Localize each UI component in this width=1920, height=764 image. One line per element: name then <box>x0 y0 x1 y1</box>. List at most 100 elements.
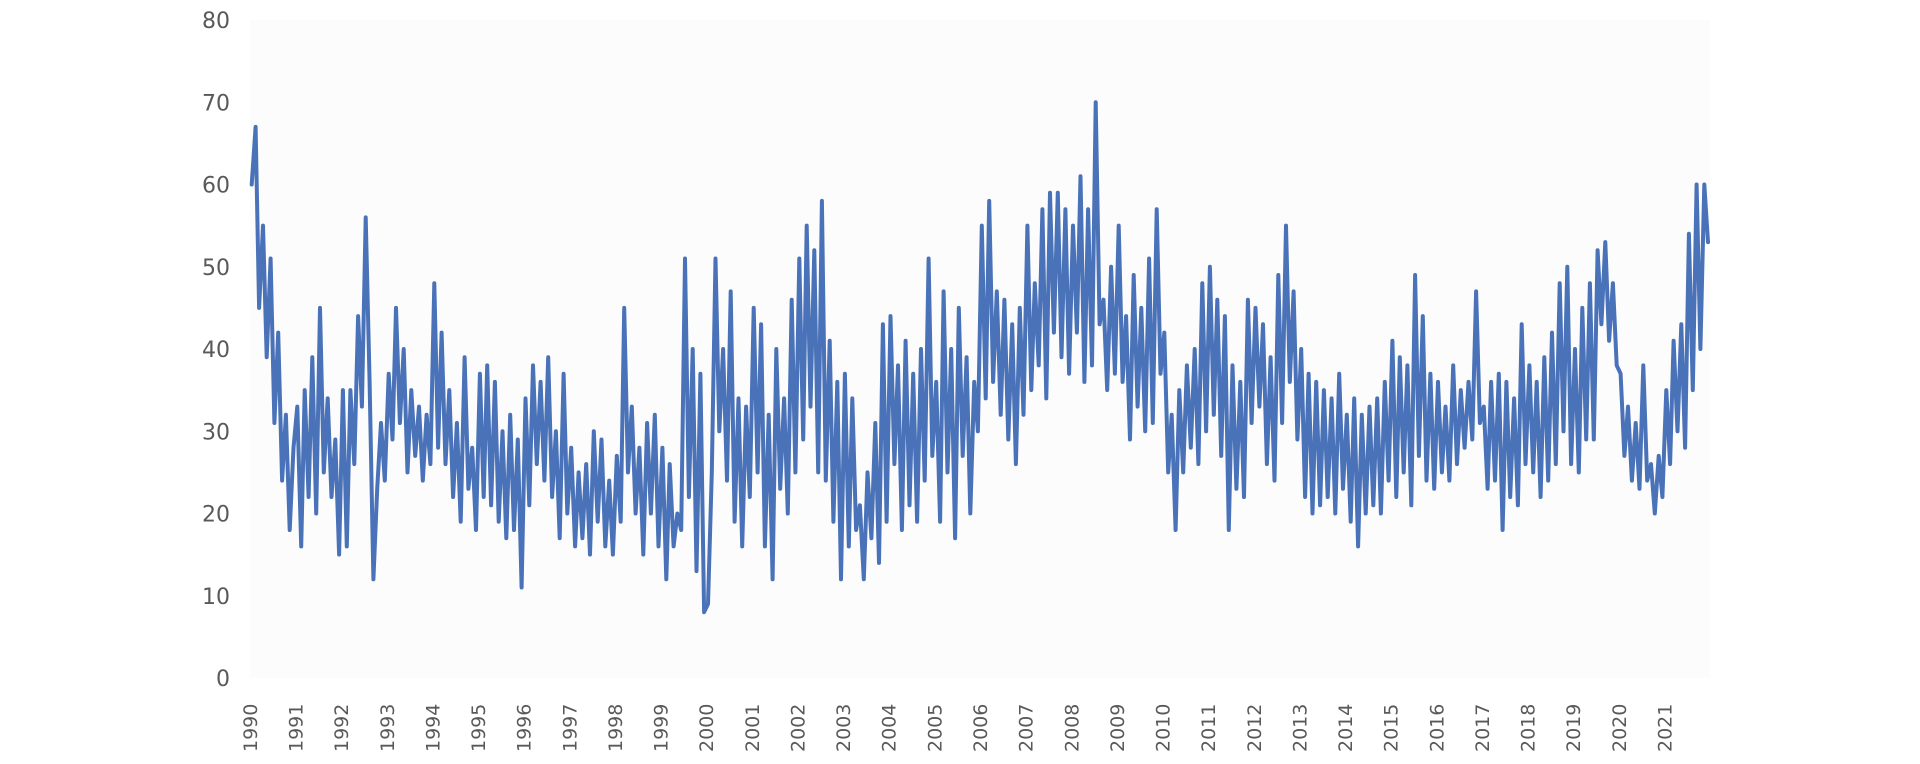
data-point <box>729 289 733 293</box>
data-point <box>1698 347 1702 351</box>
data-point <box>1139 306 1143 310</box>
data-point <box>1311 512 1314 515</box>
data-point <box>615 454 619 458</box>
data-point <box>1189 446 1193 450</box>
y-tick-label: 50 <box>202 256 230 281</box>
data-point <box>801 438 805 441</box>
data-point <box>1075 331 1079 335</box>
data-point <box>1079 174 1082 178</box>
data-point <box>1676 429 1679 433</box>
data-point <box>451 495 455 499</box>
y-tick-label: 20 <box>202 503 230 528</box>
x-tick-label: 2018 <box>1518 704 1540 752</box>
data-point <box>889 314 892 318</box>
data-point <box>938 520 942 524</box>
data-point <box>664 577 668 581</box>
data-point <box>493 380 497 384</box>
data-point <box>1387 479 1391 483</box>
x-tick-label: 2010 <box>1153 704 1175 752</box>
data-point <box>603 544 607 548</box>
data-point <box>965 355 969 359</box>
data-point <box>402 347 406 351</box>
data-point <box>269 257 273 260</box>
data-point <box>1702 183 1706 186</box>
data-point <box>702 610 706 614</box>
data-point <box>1603 240 1607 244</box>
data-point <box>733 520 737 524</box>
data-point <box>911 372 915 376</box>
data-point <box>1687 232 1691 236</box>
data-point <box>820 199 824 203</box>
data-point <box>1128 438 1132 441</box>
data-point <box>565 512 569 515</box>
data-point <box>1497 372 1501 376</box>
x-tick-label: 2003 <box>833 704 855 752</box>
data-point <box>600 438 603 441</box>
data-point <box>1006 438 1010 441</box>
data-point <box>668 462 672 466</box>
data-point <box>1292 289 1296 293</box>
data-point <box>748 495 752 499</box>
data-point <box>862 577 866 581</box>
data-point <box>1417 454 1421 458</box>
data-point <box>307 495 311 499</box>
data-point <box>1459 388 1463 392</box>
data-point <box>839 577 843 581</box>
data-point <box>1436 380 1440 384</box>
data-point <box>1463 446 1467 450</box>
x-tick-label: 2008 <box>1061 704 1083 752</box>
data-point <box>1504 380 1508 384</box>
data-point <box>444 462 447 466</box>
data-point <box>1170 413 1174 417</box>
data-point <box>391 438 394 441</box>
data-point <box>721 347 725 351</box>
data-point <box>303 388 307 392</box>
x-tick-label: 1991 <box>286 704 308 752</box>
data-point <box>1288 380 1292 384</box>
data-point <box>546 355 550 359</box>
data-point <box>360 405 364 409</box>
data-point <box>953 536 957 540</box>
data-point <box>1132 273 1136 277</box>
x-tick-label: 2006 <box>970 704 992 752</box>
data-point <box>1022 413 1025 417</box>
data-point <box>1565 265 1569 269</box>
data-point <box>657 544 660 548</box>
y-tick-label: 10 <box>202 585 230 610</box>
data-point <box>1474 289 1478 293</box>
data-point <box>425 413 429 417</box>
data-point <box>740 544 744 548</box>
data-point <box>1478 421 1482 425</box>
data-point <box>375 487 379 491</box>
data-point <box>1330 396 1334 400</box>
data-point <box>737 396 740 400</box>
x-tick-label: 1998 <box>605 704 627 752</box>
data-point <box>1383 380 1387 384</box>
data-point <box>805 224 809 228</box>
data-point <box>877 561 881 565</box>
data-point <box>1067 372 1071 376</box>
data-point <box>774 347 778 351</box>
data-point <box>1162 331 1166 335</box>
data-point <box>752 306 756 310</box>
data-point <box>1668 462 1672 466</box>
data-point <box>881 322 885 326</box>
y-tick-label: 0 <box>216 667 230 692</box>
data-point <box>284 413 288 417</box>
data-point <box>1390 339 1394 343</box>
data-point <box>1174 528 1178 532</box>
data-point <box>409 388 413 392</box>
data-point <box>634 512 638 515</box>
data-point <box>1208 265 1212 269</box>
data-point <box>1394 495 1398 499</box>
data-point <box>1280 421 1284 425</box>
x-tick-label: 1999 <box>651 704 673 752</box>
data-point <box>1554 462 1558 466</box>
data-point <box>797 257 801 260</box>
data-point <box>816 470 820 474</box>
data-point <box>394 306 398 310</box>
data-point <box>717 429 721 433</box>
data-point <box>1539 495 1543 499</box>
data-point <box>710 470 714 474</box>
data-point <box>1010 322 1014 326</box>
